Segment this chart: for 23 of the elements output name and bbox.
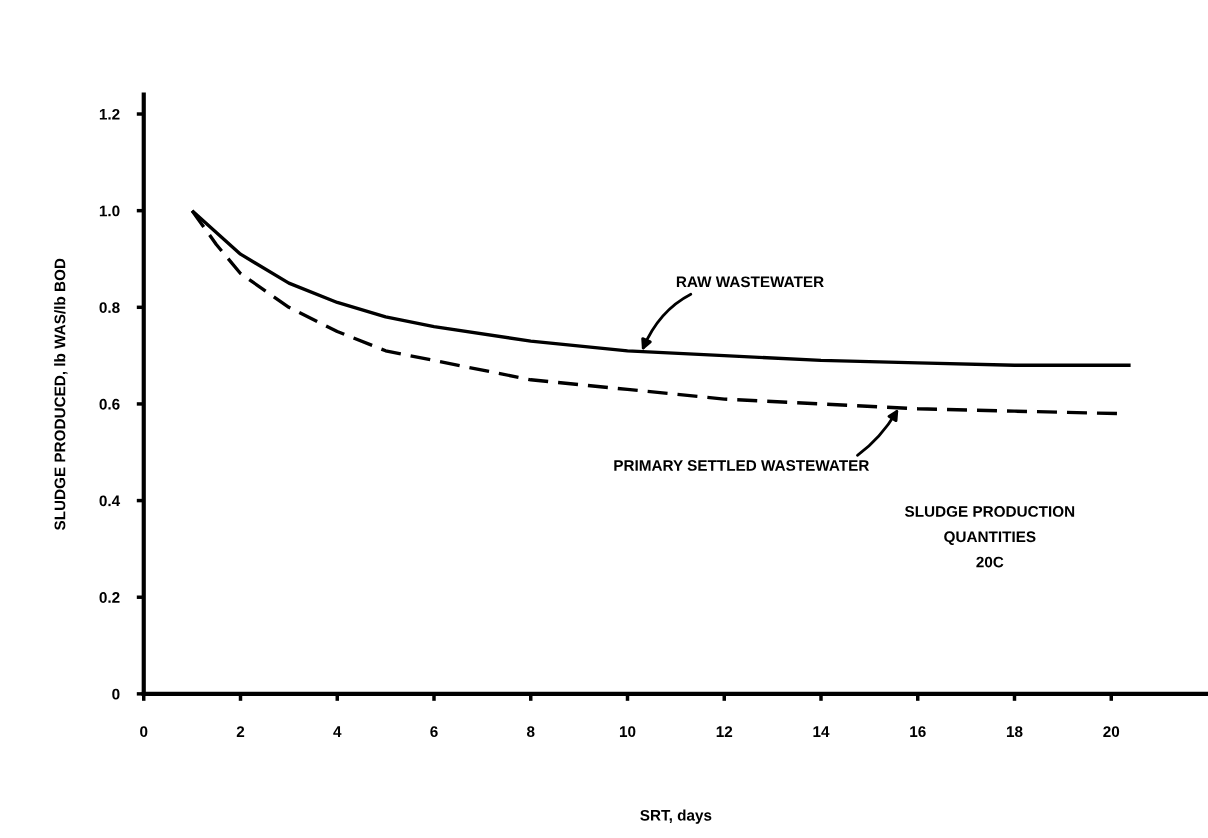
x-tick-label: 4 xyxy=(333,726,342,737)
x-axis-title: SRT, days xyxy=(640,809,712,824)
y-tick-label: 0.8 xyxy=(99,302,120,313)
annotation: RAW WASTEWATER xyxy=(676,276,824,288)
x-tick-label: 14 xyxy=(813,726,830,737)
y-tick-label: 0.2 xyxy=(99,592,120,603)
y-tick-label: 1.2 xyxy=(99,108,120,120)
y-tick-label: 0.6 xyxy=(99,398,120,410)
y-axis-title: SLUDGE PRODUCED, lb WAS/lb BOD xyxy=(54,258,68,531)
x-tick-label: 2 xyxy=(236,726,245,737)
x-tick-label: 20 xyxy=(1103,726,1120,738)
x-tick-label: 12 xyxy=(716,726,733,737)
annotation: SLUDGE PRODUCTION QUANTITIES 20C xyxy=(904,506,1075,568)
x-tick-label: 16 xyxy=(910,726,926,738)
y-tick-label: 1.0 xyxy=(99,205,120,217)
x-tick-label: 18 xyxy=(1006,726,1023,738)
y-tick-label: 0 xyxy=(112,688,120,700)
annotation: PRIMARY SETTLED WASTEWATER xyxy=(614,460,870,471)
x-tick-label: 0 xyxy=(140,726,148,738)
x-tick-label: 6 xyxy=(430,726,438,738)
x-tick-label: 10 xyxy=(619,726,636,738)
x-tick-label: 8 xyxy=(526,726,535,738)
y-tick-label: 0.4 xyxy=(99,495,121,507)
